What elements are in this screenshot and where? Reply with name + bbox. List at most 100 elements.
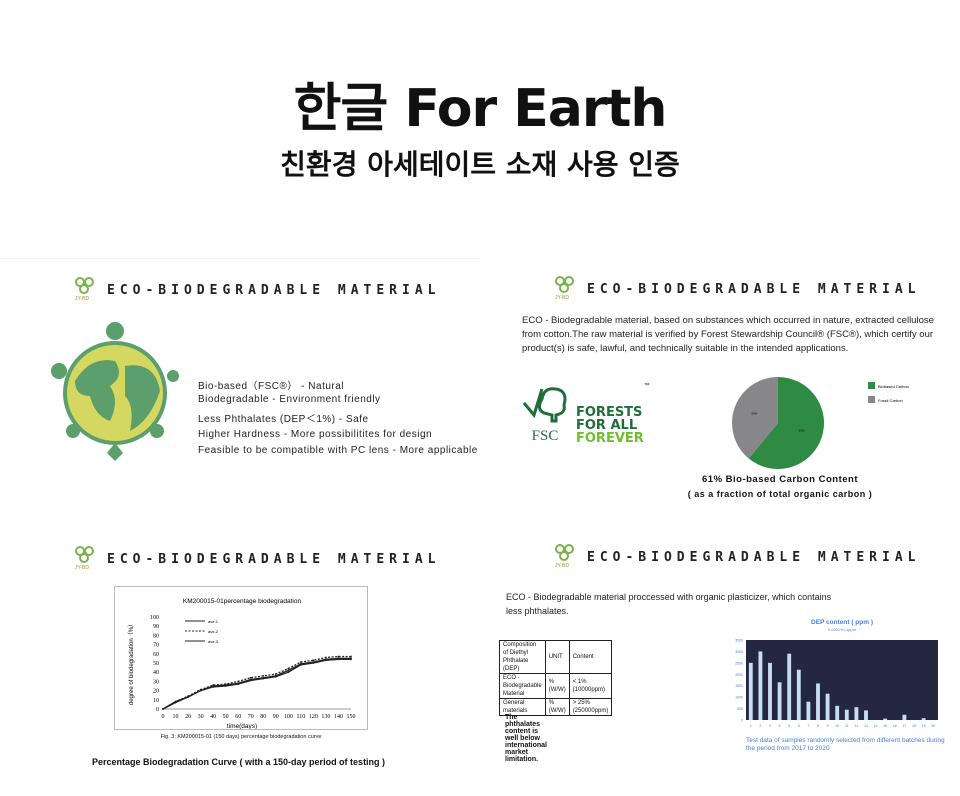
series-line: [162, 655, 351, 710]
brand-logo-icon: JY-BD: [75, 546, 97, 572]
x-tick-label: 20: [931, 724, 935, 728]
pie-slice: [748, 377, 824, 469]
data-point: [299, 663, 302, 665]
x-tick-label: 10: [173, 714, 179, 720]
section-heading: JY-BD ECO-BIODEGRADABLE MATERIAL: [75, 277, 441, 303]
page-title: 한글 For Earth: [293, 79, 668, 139]
section-heading: JY-BD ECO-BIODEGRADABLE MATERIAL: [555, 544, 921, 570]
y-tick-label: 3000: [735, 650, 743, 654]
y-tick-label: 0: [156, 707, 159, 713]
fsc-logo: FSC FORESTS FOR ALL FOREVER ™: [520, 383, 650, 445]
y-tick-label: 100: [150, 615, 159, 621]
x-tick-label: 2: [759, 724, 761, 728]
y-tick-label: 0: [741, 719, 743, 723]
x-tick-label: 9: [827, 724, 829, 728]
bar: [825, 693, 830, 720]
x-tick-label: 130: [321, 714, 330, 720]
bar: [835, 705, 840, 720]
table-header-row: Composition of Diethyl Phthalate (DEP) UN…: [499, 640, 613, 674]
chart-title: KM200015-01percentage biodegradation: [183, 598, 302, 605]
bar: [748, 662, 753, 720]
data-point: [174, 701, 177, 704]
pie-caption: 61% Bio-based Carbon Content: [702, 474, 858, 485]
bar: [816, 683, 820, 720]
plot-background: [746, 640, 938, 720]
x-tick-label: 1: [750, 724, 752, 728]
data-point: [237, 682, 240, 685]
page-subtitle: 친환경 아세테이트 소재 사용 인증: [280, 148, 680, 181]
x-tick-label: 10: [835, 724, 839, 728]
x-tick-label: 100: [284, 714, 293, 720]
y-tick-label: 70: [153, 643, 159, 649]
panel-phthalates: JY-BD ECO-BIODEGRADABLE MATERIAL ECO - B…: [480, 528, 960, 796]
x-axis-label: time(days): [227, 723, 257, 730]
data-point: [237, 680, 240, 683]
eco-earth-illustration: [51, 322, 179, 461]
y-tick-label: 20: [153, 689, 159, 695]
data-point: [312, 661, 315, 663]
data-point: [287, 671, 290, 674]
data-point: [312, 659, 315, 662]
x-tick-label: 13: [864, 724, 868, 728]
y-tick-label: 80: [153, 633, 159, 639]
x-tick-label: 4: [779, 724, 781, 728]
y-tick-label: 60: [153, 652, 159, 658]
biodegradation-footer: Percentage Biodegradation Curve ( with a…: [92, 757, 386, 767]
table-row: General materials %(W/W) > 25% (250000ppm): [499, 698, 613, 716]
y-axis-label: degree of biodegradation（%）: [128, 621, 135, 705]
bar: [796, 669, 801, 720]
series-line: [162, 657, 351, 710]
x-tick-label: 19: [922, 724, 926, 728]
x-tick-label: 8: [817, 724, 819, 728]
x-tick-label: 80: [260, 714, 266, 720]
data-point: [337, 657, 340, 660]
data-point: [274, 673, 277, 675]
brand-logo-icon: JY-BD: [75, 277, 97, 303]
x-tick-label: 120: [309, 714, 318, 720]
data-point: [287, 669, 290, 672]
pie-slice-label: 39%: [751, 411, 757, 415]
y-tick-label: 30: [153, 679, 159, 685]
carbon-pie-chart: 61% Biobased Carbon 39% Fossil Carbon: [732, 377, 909, 469]
data-point: [325, 656, 327, 659]
x-tick-label: 150: [347, 714, 356, 720]
x-tick-label: 90: [273, 714, 279, 720]
legend-swatch: [868, 382, 875, 389]
y-tick-label: 90: [153, 624, 159, 630]
feature-item: Less Phthalates (DEP＜1%) - Safe: [198, 414, 369, 425]
fsc-tree-icon: [522, 387, 567, 423]
x-tick-label: 0: [162, 714, 165, 720]
y-tick-label: 500: [737, 707, 743, 711]
x-tick-label: 16: [893, 724, 897, 728]
y-tick-label: 1500: [735, 684, 743, 688]
section-heading: JY-BD ECO-BIODEGRADABLE MATERIAL: [75, 546, 441, 572]
bar: [844, 709, 849, 720]
chart-subtitle: 0.0001%=1ppm: [828, 627, 857, 632]
phthalates-description: ECO - Biodegradable material proccessed …: [506, 592, 832, 616]
data-point: [337, 655, 340, 658]
x-tick-label: 30: [198, 714, 204, 720]
dep-table: Composition of Diethyl Phthalate (DEP) UN…: [499, 640, 613, 716]
panel-fsc: JY-BD ECO-BIODEGRADABLE MATERIAL ECO - B…: [480, 258, 960, 526]
data-point: [162, 708, 164, 710]
x-tick-label: 11: [845, 724, 849, 728]
data-point: [287, 667, 290, 670]
data-point: [274, 674, 277, 677]
bar: [758, 651, 763, 720]
x-tick-label: 7: [807, 724, 809, 728]
data-point: [325, 658, 327, 661]
panel-biodegradation: JY-BD ECO-BIODEGRADABLE MATERIAL KM20001…: [0, 528, 480, 796]
data-point: [350, 655, 352, 658]
bar: [768, 662, 772, 720]
pie-slice: [732, 377, 778, 459]
figure-caption: Fig. 3: KM200015-01 (150 days) percentag…: [160, 734, 322, 740]
x-tick-label: 40: [210, 714, 216, 720]
x-tick-label: 50: [223, 714, 229, 720]
feature-item: Feasible to be compatible with PC lens -…: [198, 445, 478, 456]
bar: [921, 718, 926, 720]
data-point: [299, 661, 302, 663]
legend-label: ave-3: [208, 639, 219, 644]
feature-item: Bio-based（FSC®） - Natural: [198, 381, 345, 392]
panel-features: JY-BD ECO-BIODEGRADABLE MATERIAL Bio-bas…: [0, 258, 480, 526]
biodegradation-line-chart: KM200015-01percentage biodegradation 0 10 2…: [114, 586, 368, 730]
